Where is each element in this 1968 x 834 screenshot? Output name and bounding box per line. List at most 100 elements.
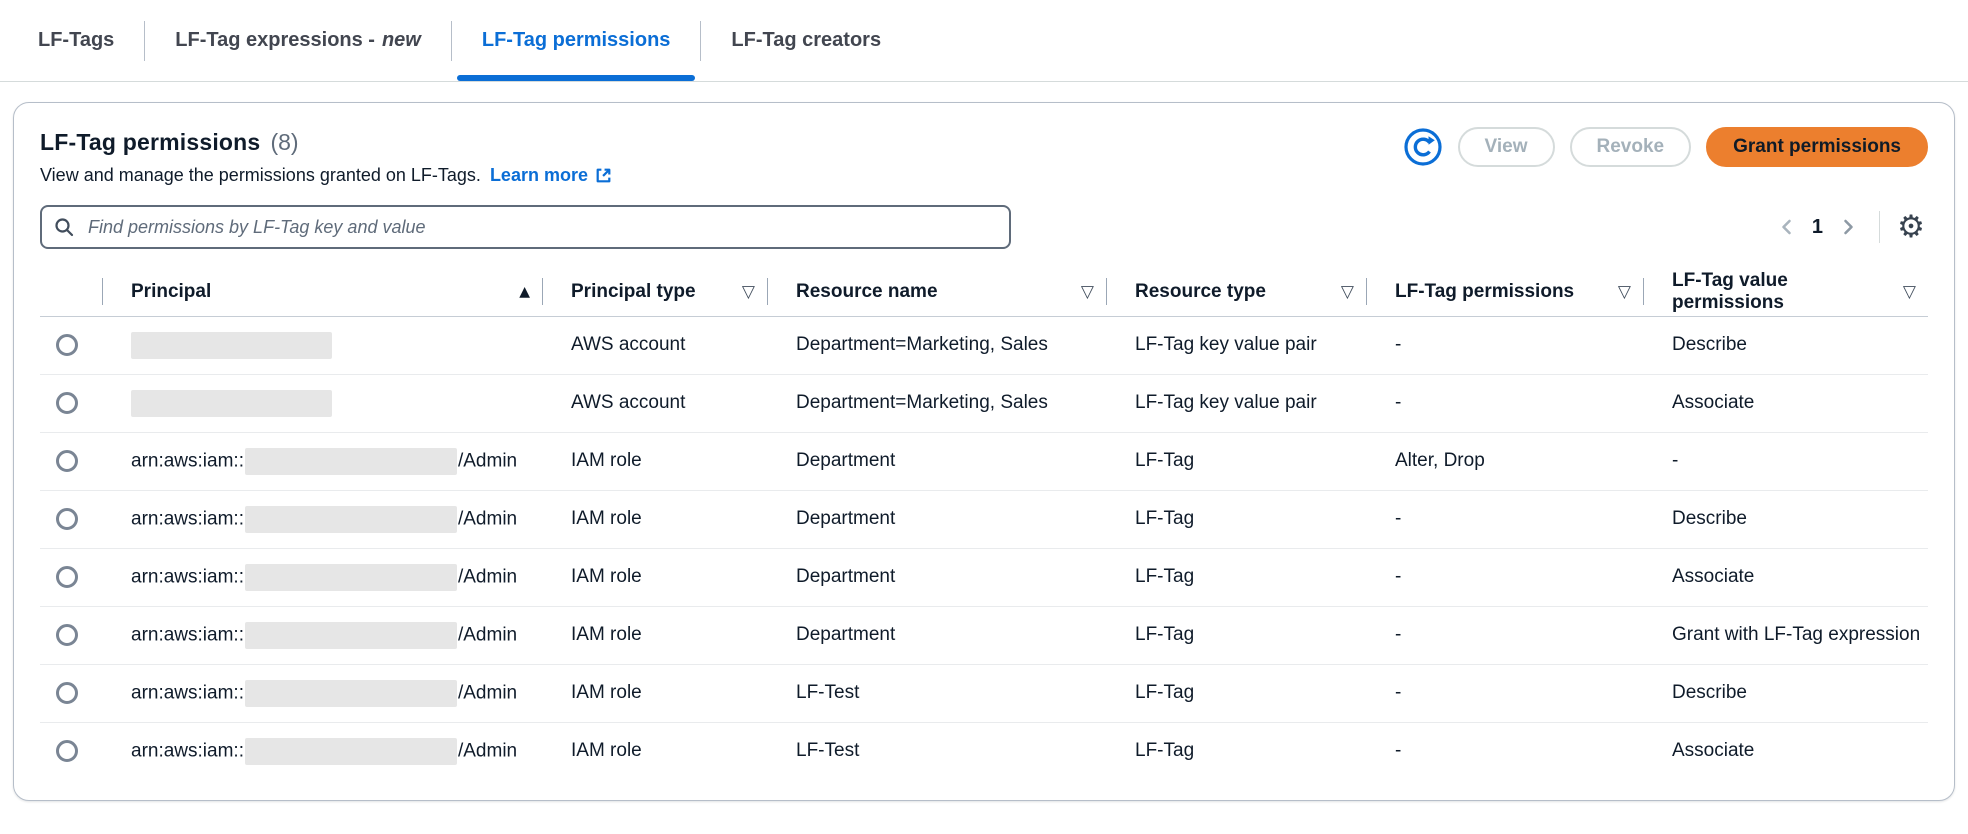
principal-arn-prefix: arn:aws:iam:: [131, 450, 244, 472]
selection-cell [40, 663, 102, 722]
lf-tag-value-permissions-cell: Grant with LF-Tag expression [1643, 605, 1928, 664]
table-row: arn:aws:iam::/Admin IAM role LF-Test LF-Tag… [40, 663, 1928, 722]
resource-type-cell: LF-Tag key value pair [1135, 334, 1317, 355]
row-select-radio[interactable] [56, 507, 78, 530]
tab-label: LF-Tag permissions [481, 29, 671, 51]
table-toolbar: 1 ⚙ [40, 205, 1928, 249]
tab-label: LF-Tag expressions - [175, 29, 375, 51]
tab-lf-tag-expressions-new[interactable]: LF-Tag expressions - new [145, 0, 451, 81]
column-label: LF-Tag permissions [1395, 281, 1575, 303]
column-header-content: Principal type ▽ [571, 281, 755, 303]
panel-header: LF-Tag permissions (8) View and manage t… [40, 127, 1928, 186]
column-header-principal-type[interactable]: Principal type ▽ [542, 269, 767, 316]
principal-type-cell: IAM role [542, 547, 767, 606]
principal-cell: arn:aws:iam::/Admin [102, 721, 542, 780]
filter-icon[interactable]: ▽ [741, 282, 755, 303]
tab-divider [450, 20, 452, 61]
search-input[interactable] [40, 205, 1011, 249]
selection-cell [40, 489, 102, 548]
redacted-principal [244, 621, 457, 649]
view-button[interactable]: View [1457, 127, 1555, 167]
column-header-resource-type[interactable]: Resource type ▽ [1106, 269, 1366, 316]
principal-type-cell: AWS account [542, 373, 767, 432]
column-header-content: LF-Tag value permissions ▽ [1672, 270, 1916, 314]
principal-arn-suffix: /Admin [457, 566, 518, 588]
tab-lf-tag-permissions[interactable]: LF-Tag permissions [452, 0, 701, 81]
column-header-resource-name[interactable]: Resource name ▽ [767, 269, 1106, 316]
resource-type-cell: LF-Tag [1106, 431, 1366, 490]
filter-icon[interactable]: ▽ [1340, 282, 1354, 303]
lf-tag-value-permissions-cell: Describe [1643, 663, 1928, 722]
principal-arn-prefix: arn:aws:iam:: [131, 682, 244, 704]
tab-label: LF-Tags [38, 29, 115, 51]
resource-name-cell: LF-Test [767, 663, 1106, 722]
learn-more-link[interactable]: Learn more [490, 165, 613, 186]
previous-page-button[interactable] [1770, 210, 1804, 244]
filter-icon[interactable]: ▽ [1617, 282, 1631, 303]
grant-permissions-button[interactable]: Grant permissions [1706, 127, 1928, 167]
selection-cell [40, 721, 102, 780]
table-body: AWS account Department=Marketing, Sales LF… [40, 316, 1928, 780]
lf-tag-permissions-panel: LF-Tag permissions (8) View and manage t… [13, 102, 1955, 801]
revoke-button[interactable]: Revoke [1569, 127, 1692, 167]
tab-divider [700, 20, 702, 61]
redacted-principal [244, 737, 457, 765]
principal-arn-suffix: /Admin [457, 450, 518, 472]
principal-type-cell: IAM role [542, 605, 767, 664]
principal-type-cell: AWS account [571, 334, 686, 355]
principal-arn-suffix: /Admin [457, 624, 518, 646]
filter-icon[interactable]: ▽ [1902, 282, 1916, 303]
column-label: Principal type [571, 281, 696, 303]
lf-tag-permissions-cell: - [1366, 489, 1643, 548]
filter-icon[interactable]: ▽ [1080, 282, 1094, 303]
lf-tag-permissions-cell: - [1366, 373, 1643, 432]
column-label: LF-Tag value permissions [1672, 270, 1788, 314]
row-select-radio[interactable] [56, 681, 78, 704]
redacted-principal [244, 679, 457, 707]
lf-tag-permissions-cell: - [1366, 605, 1643, 664]
column-header-lf-tag-value-permissions[interactable]: LF-Tag value permissions ▽ [1643, 269, 1928, 316]
tab-label: LF-Tag creators [731, 29, 882, 51]
refresh-button[interactable] [1403, 127, 1443, 167]
principal-cell [102, 373, 542, 432]
tab-lf-tags[interactable]: LF-Tags [8, 0, 144, 81]
table-row: arn:aws:iam::/Admin IAM role Department LF-… [40, 605, 1928, 664]
principal-cell: arn:aws:iam::/Admin [102, 663, 542, 722]
table-row: arn:aws:iam::/Admin IAM role Department LF-… [40, 489, 1928, 548]
principal-type-cell: IAM role [542, 663, 767, 722]
lf-tag-value-permissions-cell: Associate [1643, 373, 1928, 432]
principal-cell: arn:aws:iam::/Admin [102, 605, 542, 664]
row-select-radio[interactable] [56, 740, 78, 763]
table-row: arn:aws:iam::/Admin IAM role LF-Test LF-Tag… [40, 721, 1928, 780]
chevron-left-icon [1782, 219, 1791, 235]
tab-divider [144, 20, 146, 61]
row-select-radio[interactable] [56, 565, 78, 588]
pagination-divider [1879, 211, 1880, 243]
table-row: AWS account Department=Marketing, Sales LF… [40, 373, 1928, 432]
row-select-radio[interactable] [56, 333, 78, 356]
column-header-lf-tag-permissions[interactable]: LF-Tag permissions ▽ [1366, 269, 1643, 316]
selection-cell [40, 547, 102, 606]
page-title: LF-Tag permissions [40, 129, 261, 155]
row-select-radio[interactable] [56, 623, 78, 646]
principal-type-cell: IAM role [542, 431, 767, 490]
selection-cell [40, 605, 102, 664]
row-select-radio[interactable] [56, 449, 78, 472]
selection-cell [40, 316, 102, 374]
table-header-row: Principal ▲ Principal type ▽ Resource name ▽ R… [40, 269, 1928, 316]
column-header-principal[interactable]: Principal ▲ [102, 269, 542, 316]
tab-lf-tag-creators[interactable]: LF-Tag creators [701, 0, 911, 81]
lf-tag-value-permissions-cell: Associate [1643, 547, 1928, 606]
resource-type-cell: LF-Tag key value pair [1106, 373, 1366, 432]
next-page-button[interactable] [1831, 210, 1865, 244]
pagination: 1 ⚙ [1770, 210, 1928, 244]
lf-tag-permissions-cell: - [1366, 663, 1643, 722]
chevron-right-icon [1844, 219, 1853, 235]
tab-strip: LF-Tags LF-Tag expressions - new LF-Tag per… [0, 0, 1968, 82]
row-select-radio[interactable] [56, 391, 78, 414]
sort-ascending-icon[interactable]: ▲ [519, 284, 530, 301]
principal-cell: arn:aws:iam::/Admin [102, 489, 542, 548]
principal-type-cell: IAM role [542, 489, 767, 548]
table-preferences-button[interactable]: ⚙ [1894, 210, 1928, 244]
resource-type-cell: LF-Tag [1106, 663, 1366, 722]
